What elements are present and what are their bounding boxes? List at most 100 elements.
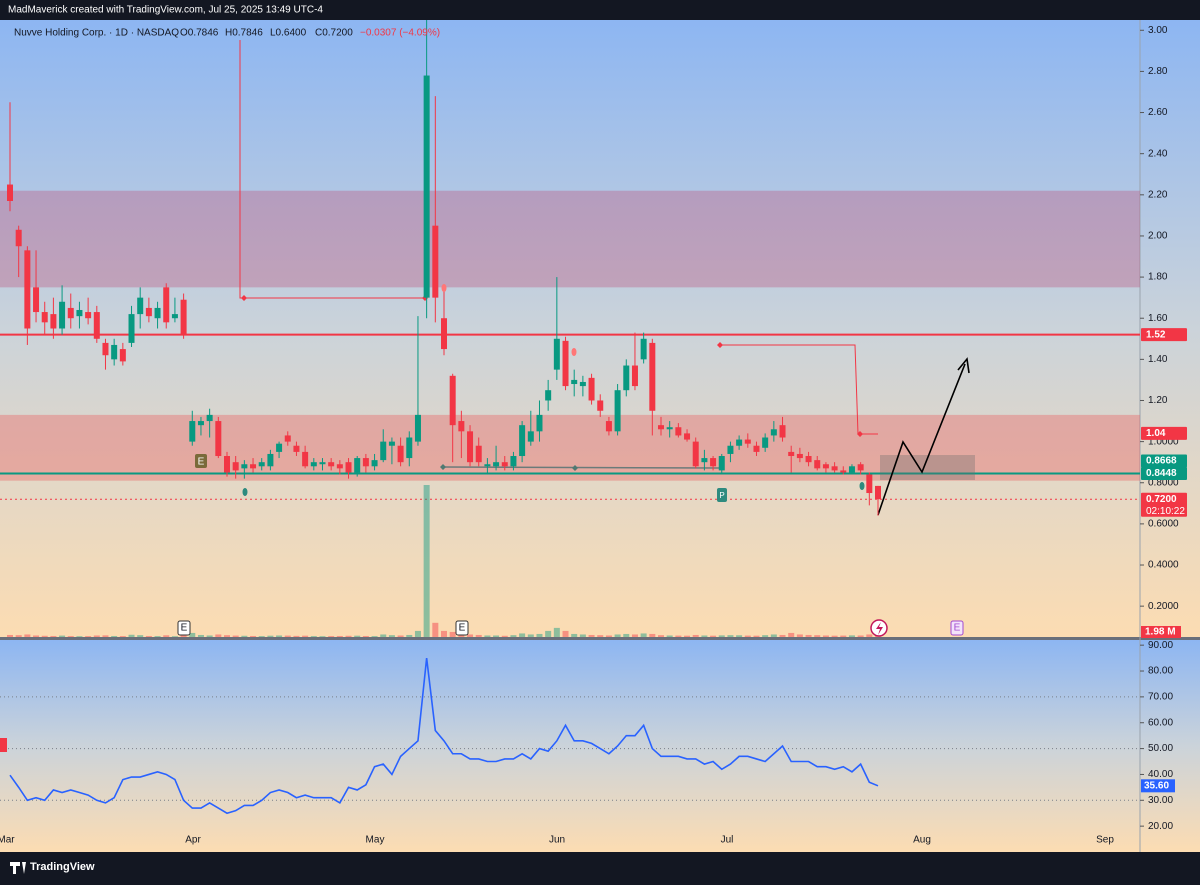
arrow-head xyxy=(957,357,970,374)
marker-label: P xyxy=(719,491,724,500)
volume-bar xyxy=(822,635,829,637)
legend-name: Nuvve Holding Corp. · 1D · NASDAQ xyxy=(14,28,179,39)
candle-body xyxy=(727,445,734,454)
volume-bar xyxy=(33,635,40,637)
x-tick-label: Mar xyxy=(0,835,15,846)
marker-box xyxy=(950,620,964,636)
volume-bar xyxy=(536,633,543,637)
y-tick-label: 1.60 xyxy=(1148,313,1168,324)
y-tick-label: 1.20 xyxy=(1148,395,1168,406)
y-tick-label: 0.6000 xyxy=(1148,519,1179,530)
candle-body xyxy=(779,425,786,438)
candle-body xyxy=(111,344,118,360)
footer-bar xyxy=(0,852,1200,880)
candle-body xyxy=(467,431,474,463)
candle-body xyxy=(293,445,300,452)
y-tick-label: 3.00 xyxy=(1148,25,1168,36)
candle-body xyxy=(857,464,864,471)
candle-body xyxy=(197,421,204,426)
rsi-tick-label: 80.00 xyxy=(1148,666,1173,677)
candle-body xyxy=(241,464,248,469)
rsi-tag xyxy=(1141,779,1175,793)
candle-body xyxy=(67,307,74,319)
volume-bar xyxy=(7,634,13,637)
volume-bar xyxy=(727,635,734,637)
candle-body xyxy=(250,464,257,469)
volume-bar xyxy=(753,635,760,637)
volume-bar xyxy=(414,630,421,637)
volume-bar xyxy=(493,635,500,637)
candle-body xyxy=(232,462,239,471)
candle-body xyxy=(519,425,526,457)
banner-text: MadMaverick created with TradingView.com… xyxy=(8,5,323,16)
marker-label: E xyxy=(954,623,961,634)
volume-bar xyxy=(380,634,387,637)
candle-body xyxy=(15,229,22,247)
y-tick-label: 2.60 xyxy=(1148,107,1168,118)
candle-body xyxy=(658,425,664,430)
marker-label: E xyxy=(459,623,466,634)
volume-bar xyxy=(41,635,48,637)
candle-body xyxy=(319,462,326,465)
candle-body xyxy=(449,375,456,426)
volume-bar xyxy=(423,485,430,637)
volume-bar xyxy=(258,636,265,637)
volume-bar xyxy=(336,635,343,637)
drawings xyxy=(239,40,975,516)
y-tick-label: 2.00 xyxy=(1148,231,1168,242)
candle-body xyxy=(701,458,708,463)
candle-body xyxy=(501,462,508,467)
candle-body xyxy=(224,456,230,473)
legend-change: −0.0307 (−4.09%) xyxy=(360,28,440,39)
rsi-tick-label: 30.00 xyxy=(1148,795,1173,806)
rsi: 90.00 80.00 70.00 60.00 50.00 40.00 30.00 20.00… xyxy=(0,640,1175,832)
candle-body xyxy=(675,427,682,436)
candle-body xyxy=(24,250,31,329)
flash-bolt xyxy=(876,622,883,635)
candle-body xyxy=(614,390,621,432)
levels xyxy=(0,333,1140,500)
volume-bar xyxy=(128,634,135,637)
x-tick-label: Jul xyxy=(721,835,734,846)
volume-bar xyxy=(215,634,222,637)
y-tick-label: 2.40 xyxy=(1148,148,1168,159)
x-tick-label: Sep xyxy=(1096,835,1114,846)
candle-body xyxy=(588,377,595,401)
candle-body xyxy=(171,314,178,319)
volume-bar xyxy=(388,635,395,637)
candle-body xyxy=(840,470,847,473)
event-markers: E E E E P xyxy=(0,284,964,752)
range-line xyxy=(442,466,721,469)
price-axis: 3.00 2.80 2.60 2.40 2.20 2.00 1.80 1.60 1.40 1.20… xyxy=(1140,25,1187,638)
rsi-tick-label: 50.00 xyxy=(1148,743,1173,754)
volume xyxy=(7,485,881,637)
candle-body xyxy=(206,414,213,422)
volume-bar xyxy=(232,635,239,637)
candle-body xyxy=(345,462,352,473)
dividend-dot xyxy=(859,482,865,490)
candle-body xyxy=(710,458,717,467)
volume-bar xyxy=(180,635,187,637)
volume-bar xyxy=(519,633,526,637)
volume-bar xyxy=(710,635,717,637)
candle-body xyxy=(493,462,500,467)
volume-bar xyxy=(284,635,291,637)
legend-value: C0.7200 xyxy=(315,28,353,39)
candle-body xyxy=(59,301,66,329)
volume-bar xyxy=(631,634,638,637)
candle-body xyxy=(406,437,413,459)
rsi-tag-label: 35.60 xyxy=(1144,780,1169,791)
volume-bar xyxy=(770,634,777,637)
rsi-tick-label: 90.00 xyxy=(1148,640,1173,651)
candle-body xyxy=(848,466,855,473)
x-tick-label: Jun xyxy=(549,835,565,846)
volume-bar xyxy=(371,636,378,637)
candle-body xyxy=(605,421,612,432)
price-tag xyxy=(1141,454,1187,468)
price-tag-label: 0.8668 xyxy=(1146,456,1177,467)
volume-bar xyxy=(510,635,517,637)
volume-bar xyxy=(50,635,57,637)
candle-body xyxy=(119,349,126,362)
candle-body xyxy=(441,318,447,350)
